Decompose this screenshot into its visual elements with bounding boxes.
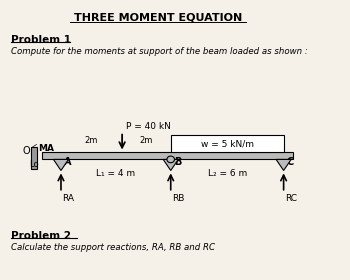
Text: RB: RB [172, 194, 185, 203]
Text: Lo: Lo [29, 160, 39, 169]
Text: Calculate the support reactions, RA, RB and RC: Calculate the support reactions, RA, RB … [11, 242, 215, 251]
Bar [42, 153, 293, 159]
Text: Problem 2: Problem 2 [11, 232, 71, 241]
Text: L₁ = 4 m: L₁ = 4 m [96, 169, 135, 178]
Text: A: A [64, 157, 72, 167]
Text: P = 40 kN: P = 40 kN [126, 122, 171, 131]
Text: RC: RC [285, 194, 297, 203]
Text: B: B [175, 157, 182, 167]
Bar [32, 147, 36, 169]
Text: Problem 1: Problem 1 [11, 35, 71, 45]
Text: 2m: 2m [140, 136, 153, 145]
Text: w = 5 kN/m: w = 5 kN/m [201, 139, 254, 148]
Text: MA: MA [38, 144, 54, 153]
Text: 2m: 2m [85, 136, 98, 145]
Polygon shape [163, 159, 178, 171]
Bar [171, 135, 284, 153]
Polygon shape [54, 159, 69, 171]
Text: C: C [287, 157, 294, 167]
Text: Compute for the moments at support of the beam loaded as shown :: Compute for the moments at support of th… [11, 47, 308, 56]
Circle shape [167, 156, 175, 163]
Text: RA: RA [63, 194, 75, 203]
Text: L₂ = 6 m: L₂ = 6 m [208, 169, 247, 178]
Polygon shape [276, 159, 291, 171]
Text: THREE MOMENT EQUATION: THREE MOMENT EQUATION [74, 13, 242, 22]
Text: O: O [22, 146, 30, 155]
